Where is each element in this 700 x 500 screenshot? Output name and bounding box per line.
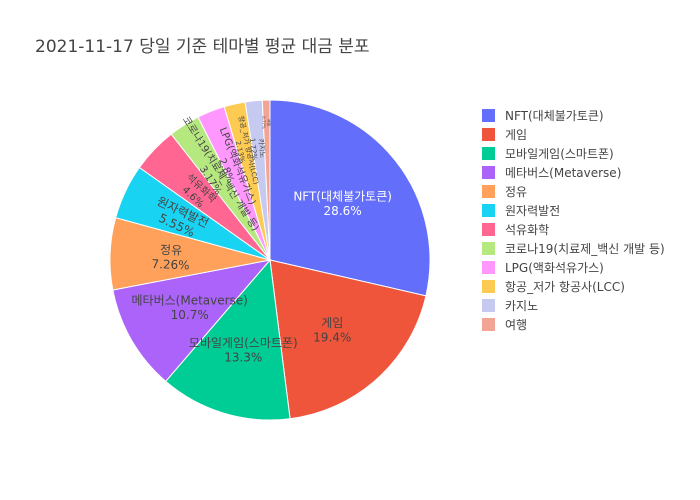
slice-label-group: 모바일게임(스마트폰)13.3% (189, 336, 298, 364)
slice-label-name: 메타버스(Metaverse) (131, 294, 247, 308)
slice-label-group: NFT(대체불가토큰)28.6% (293, 189, 392, 217)
slice-label-percent: 19.4% (313, 330, 351, 344)
pie-slice-nft[interactable] (269, 99, 431, 297)
legend-label: 석유화학 (505, 223, 550, 237)
legend-label: LPG(액화석유가스) (505, 261, 604, 275)
slice-label-name: 여행 (266, 119, 272, 127)
slice-label-group: 정유7.26% (151, 243, 190, 273)
slice-label-name: 카지노 (257, 138, 268, 159)
slice-label-name: 모바일게임(스마트폰) (189, 336, 298, 350)
slice-label-group: 메타버스(Metaverse)10.7% (131, 294, 247, 322)
legend-swatch (482, 128, 495, 141)
legend-item-slice-5[interactable]: 원자력발전 (482, 201, 665, 220)
legend-item-nft[interactable]: NFT(대체불가토큰) (482, 106, 665, 125)
legend-label: 카지노 (505, 299, 539, 313)
slice-label-percent: 28.6% (324, 204, 362, 218)
legend-item-metaverse[interactable]: 메타버스(Metaverse) (482, 163, 665, 182)
pie-slice-slice-1[interactable] (269, 259, 427, 420)
pie-slice-slice-11[interactable] (261, 99, 271, 261)
legend-swatch (482, 223, 495, 236)
legend-label: NFT(대체불가토큰) (505, 109, 604, 123)
legend-swatch (482, 299, 495, 312)
legend-swatch (482, 280, 495, 293)
legend-item-slice-2[interactable]: 모바일게임(스마트폰) (482, 144, 665, 163)
legend-swatch (482, 261, 495, 274)
slice-label-percent: 10.7% (171, 308, 209, 322)
legend-swatch (482, 185, 495, 198)
slice-label-percent: 1.72% (248, 138, 258, 161)
legend-item-slice-4[interactable]: 정유 (482, 182, 665, 201)
legend-label: 게임 (505, 128, 528, 142)
legend-item-19[interactable]: 코로나19(치료제_백신 개발 등) (482, 239, 665, 258)
legend-item-lpg[interactable]: LPG(액화석유가스) (482, 258, 665, 277)
slice-label-name: 게임 (321, 316, 343, 330)
pie-slice-slice-2[interactable] (165, 258, 291, 421)
pie-slice-metaverse[interactable] (112, 259, 272, 383)
slice-label-percent: 0.77% (261, 116, 266, 129)
legend-item-lcc[interactable]: 항공_저가 항공사(LCC) (482, 277, 665, 296)
legend-item-slice-1[interactable]: 게임 (482, 125, 665, 144)
legend-swatch (482, 242, 495, 255)
legend-swatch (482, 147, 495, 160)
slice-label-percent: 13.3% (224, 350, 262, 364)
legend-item-slice-11[interactable]: 여행 (482, 315, 665, 334)
slice-label-group: 여행0.77% (261, 116, 272, 129)
slice-label-name: 정유 (160, 243, 183, 258)
legend-label: 항공_저가 항공사(LCC) (505, 280, 625, 294)
legend-item-slice-6[interactable]: 석유화학 (482, 220, 665, 239)
legend-label: 코로나19(치료제_백신 개발 등) (505, 242, 665, 256)
legend-label: 원자력발전 (505, 204, 561, 218)
slice-label-name: NFT(대체불가토큰) (293, 189, 392, 203)
legend-swatch (482, 318, 495, 331)
legend-label: 메타버스(Metaverse) (505, 166, 622, 180)
legend-swatch (482, 204, 495, 217)
legend-swatch (482, 166, 495, 179)
legend-swatch (482, 109, 495, 122)
legend-label: 여행 (505, 318, 528, 332)
legend-label: 정유 (505, 185, 528, 199)
chart-title: 2021-11-17 당일 기준 테마별 평균 대금 분포 (35, 37, 370, 57)
legend-item-slice-10[interactable]: 카지노 (482, 296, 665, 315)
legend-label: 모바일게임(스마트폰) (505, 147, 614, 161)
slice-label-percent: 7.26% (151, 257, 190, 272)
